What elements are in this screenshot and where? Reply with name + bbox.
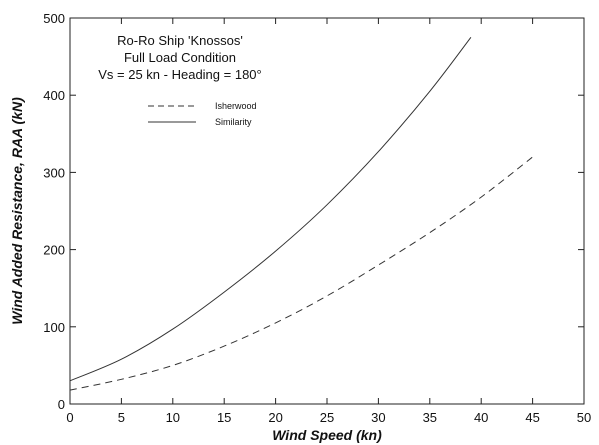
y-tick-label: 400 xyxy=(43,88,65,103)
legend-label-similarity: Similarity xyxy=(215,117,252,127)
x-tick-label: 5 xyxy=(118,410,125,425)
x-tick-label: 35 xyxy=(423,410,437,425)
series-lines xyxy=(70,37,533,390)
series-line-similarity xyxy=(70,37,471,381)
x-tick-label: 10 xyxy=(166,410,180,425)
x-tick-label: 0 xyxy=(66,410,73,425)
x-tick-label: 50 xyxy=(577,410,591,425)
x-tick-label: 20 xyxy=(268,410,282,425)
annotation-line-3: Vs = 25 kn - Heading = 180° xyxy=(98,67,261,82)
series-line-isherwood xyxy=(70,157,533,390)
y-tick-label: 100 xyxy=(43,320,65,335)
y-axis-title: Wind Added Resistance, RAA (kN) xyxy=(9,97,25,325)
x-tick-label: 15 xyxy=(217,410,231,425)
x-tick-label: 25 xyxy=(320,410,334,425)
y-tick-label: 200 xyxy=(43,243,65,258)
y-tick-label: 300 xyxy=(43,165,65,180)
annotation-line-2: Full Load Condition xyxy=(124,50,236,65)
x-axis-title: Wind Speed (kn) xyxy=(272,427,382,443)
y-tick-label: 0 xyxy=(58,397,65,412)
x-tick-label: 45 xyxy=(525,410,539,425)
y-tick-label: 500 xyxy=(43,11,65,26)
x-tick-label: 30 xyxy=(371,410,385,425)
x-tick-label: 40 xyxy=(474,410,488,425)
legend: Isherwood Similarity xyxy=(148,101,257,127)
annotation-line-1: Ro-Ro Ship 'Knossos' xyxy=(117,33,243,48)
legend-label-isherwood: Isherwood xyxy=(215,101,257,111)
